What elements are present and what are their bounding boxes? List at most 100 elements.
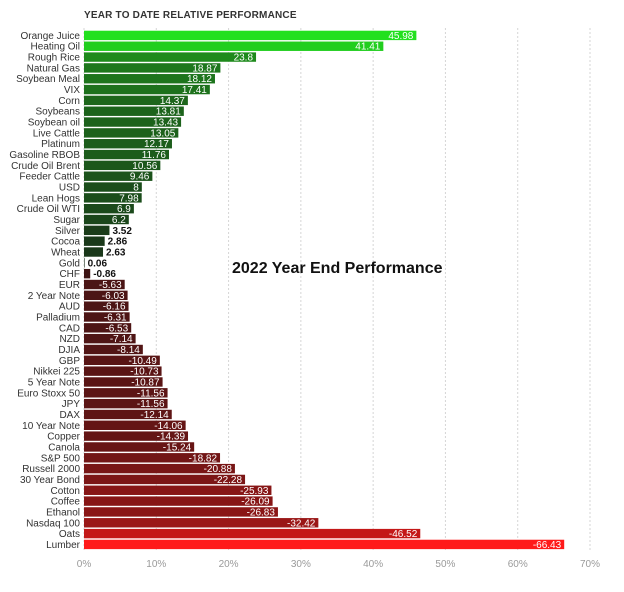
value-label: 9.46 <box>130 172 150 183</box>
value-label: -15.24 <box>163 442 192 453</box>
value-label: -0.86 <box>93 269 116 280</box>
category-label: Nikkei 225 <box>33 367 80 378</box>
category-label: CAD <box>59 323 80 334</box>
bar <box>84 323 132 333</box>
bar <box>84 507 278 517</box>
bar <box>84 528 421 539</box>
bar-row: Live Cattle 13.05 <box>33 128 179 139</box>
category-label: Rough Rice <box>28 53 81 64</box>
category-label: GBP <box>59 356 80 367</box>
bar <box>84 63 221 73</box>
bar-row: Coffee -26.09 <box>51 496 273 508</box>
bar-row: Natural Gas 18.87 <box>27 63 221 74</box>
bar-row: Copper -14.39 <box>47 431 189 443</box>
bar <box>84 84 210 95</box>
x-tick-label: 40% <box>363 559 383 570</box>
bar-row: Palladium -6.31 <box>36 312 130 323</box>
bar <box>84 139 172 149</box>
value-label: 18.12 <box>187 74 212 85</box>
bar-row: 10 Year Note -14.06 <box>22 420 186 432</box>
value-label: -18.82 <box>189 453 218 464</box>
value-label: 7.98 <box>119 193 139 204</box>
bar-row: Soybean Meal 18.12 <box>16 74 215 85</box>
bar-row: Orange Juice 45.98 <box>21 30 417 42</box>
value-label: -22.28 <box>214 475 243 486</box>
x-tick-label: 70% <box>580 559 600 570</box>
bar <box>84 485 272 495</box>
bar <box>84 290 128 301</box>
category-label: Copper <box>47 432 80 443</box>
value-label: -32.42 <box>287 518 316 529</box>
bar <box>84 431 189 441</box>
category-label: Lean Hogs <box>32 193 80 204</box>
bar-row: EUR -5.63 <box>59 279 125 291</box>
value-label: 41.41 <box>355 42 380 53</box>
chart-title: YEAR TO DATE RELATIVE PERFORMANCE <box>84 10 297 21</box>
value-label: -10.87 <box>131 377 160 388</box>
bar-row: GBP -10.49 <box>59 355 160 367</box>
chart-annotation: 2022 Year End Performance <box>232 260 443 277</box>
value-label: 2.86 <box>108 237 128 248</box>
bar <box>84 344 143 355</box>
category-label: Oats <box>59 529 80 540</box>
bar-row: Soybeans 13.81 <box>36 106 184 118</box>
x-tick-label: 20% <box>219 559 239 570</box>
category-label: Wheat <box>51 248 80 259</box>
category-label: Nasdaq 100 <box>26 518 80 529</box>
bar-row: Soybean oil 13.43 <box>28 117 182 129</box>
bar-row: 5 Year Note -10.87 <box>28 377 163 388</box>
category-label: Soybean Meal <box>16 74 80 85</box>
bar <box>84 301 129 311</box>
bar <box>84 442 195 452</box>
category-label: JPY <box>62 399 81 410</box>
bar <box>84 149 170 160</box>
value-label: -46.52 <box>389 529 418 540</box>
bar-row: Euro Stoxx 50 -11.56 <box>17 388 168 399</box>
value-label: 11.76 <box>142 150 167 161</box>
bar <box>84 409 172 420</box>
category-label: Corn <box>58 96 80 107</box>
x-tick-label: 30% <box>291 559 311 570</box>
category-label: Soybean oil <box>28 118 80 129</box>
bar <box>84 52 257 62</box>
bar-row: Nikkei 225 -10.73 <box>33 366 162 378</box>
bar <box>84 518 319 528</box>
bar <box>84 474 246 485</box>
category-label: Cotton <box>51 486 80 497</box>
value-label: 13.81 <box>156 107 181 118</box>
bars: Orange Juice 45.98 Heating Oil 41.41 Rough R… <box>9 30 565 551</box>
bar-row: Lean Hogs 7.98 <box>32 193 142 204</box>
x-tick-label: 50% <box>435 559 455 570</box>
value-label: -10.73 <box>130 367 159 378</box>
category-label: 30 Year Bond <box>20 475 80 486</box>
bar-row: AUD -6.16 <box>59 301 129 313</box>
bar <box>84 128 179 138</box>
bar-row: Crude Oil WTI 6.9 <box>17 203 134 215</box>
bar <box>84 106 184 116</box>
bar-row: Silver 3.52 <box>55 225 132 237</box>
category-label: Live Cattle <box>33 128 81 139</box>
bar <box>84 236 105 246</box>
value-label: -66.43 <box>533 540 562 551</box>
value-label: -20.88 <box>204 464 233 475</box>
bar <box>84 74 215 84</box>
bar <box>84 160 161 171</box>
bar <box>84 214 129 225</box>
category-label: Russell 2000 <box>22 464 80 475</box>
bar-row: Heating Oil 41.41 <box>31 41 384 53</box>
category-label: VIX <box>64 85 80 96</box>
category-label: Gasoline RBOB <box>9 150 80 161</box>
bar-row: CHF -0.86 <box>59 268 116 280</box>
value-label: 6.9 <box>117 204 131 215</box>
bar <box>84 398 168 409</box>
category-label: CHF <box>59 269 80 280</box>
category-label: Cocoa <box>51 237 80 248</box>
value-label: -14.06 <box>154 421 183 432</box>
value-label: -7.14 <box>110 334 133 345</box>
value-label: -11.56 <box>137 399 165 410</box>
category-label: 5 Year Note <box>28 377 81 388</box>
category-label: EUR <box>59 280 80 291</box>
category-label: AUD <box>59 302 80 313</box>
value-label: 6.2 <box>112 215 126 226</box>
value-label: 13.43 <box>153 118 178 129</box>
